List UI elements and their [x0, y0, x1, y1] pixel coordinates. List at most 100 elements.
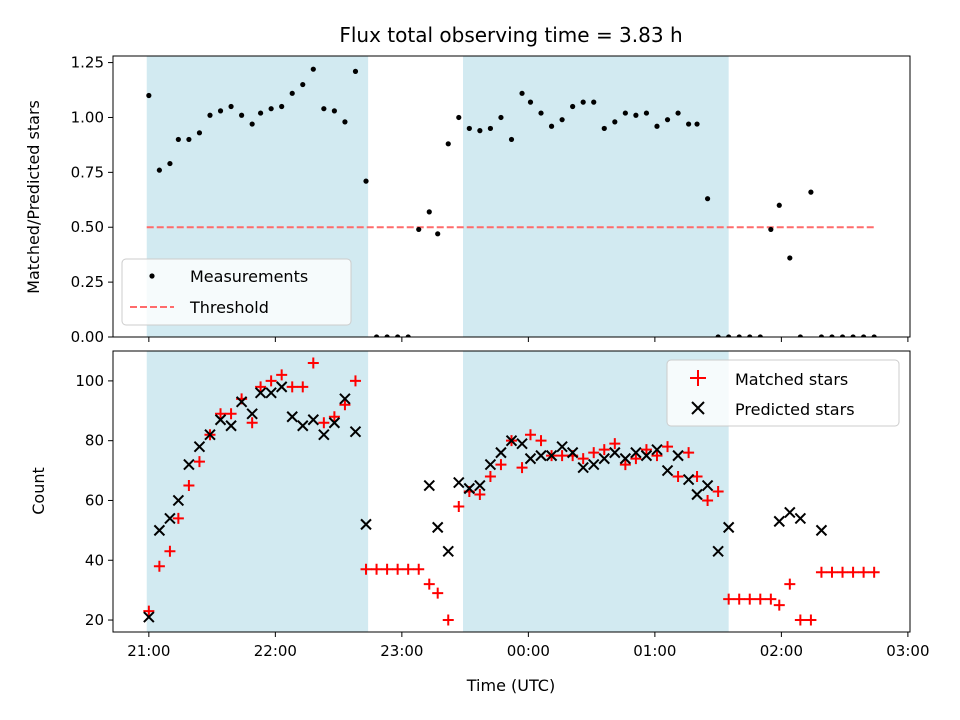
- xtick-label: 03:00: [886, 642, 929, 660]
- predicted-star-point: [431, 521, 444, 534]
- matched-star-point: [619, 459, 631, 471]
- measurement-point: [580, 99, 586, 105]
- measurement-point: [538, 110, 544, 116]
- top-plot-marks: [146, 66, 877, 337]
- bottom-axes-frame: [112, 350, 911, 633]
- matched-star-point: [432, 587, 444, 599]
- matched-star-point: [339, 399, 351, 411]
- legend-predicted-marker: [691, 401, 705, 415]
- predicted-star-point: [164, 512, 176, 525]
- matched-star-point: [307, 357, 319, 369]
- measurement-point: [228, 103, 234, 110]
- measurement-point: [519, 90, 525, 96]
- matched-star-point: [733, 593, 745, 605]
- measurement-point: [747, 334, 753, 337]
- matched-star-point: [349, 375, 361, 387]
- predicted-star-point: [318, 428, 330, 441]
- measurement-point: [268, 106, 274, 112]
- top-legend-box: [121, 258, 352, 326]
- measurement-point: [757, 334, 763, 337]
- measurement-point: [435, 231, 441, 237]
- predicted-star-point: [535, 449, 547, 462]
- matched-star-point: [723, 593, 735, 605]
- predicted-star-point: [172, 494, 185, 507]
- measurement-point: [850, 334, 856, 337]
- xtick-label: 21:00: [127, 642, 170, 660]
- predicted-star-point: [349, 426, 362, 438]
- measurement-point: [704, 196, 711, 202]
- matched-star-point: [744, 593, 756, 605]
- measurement-point: [321, 106, 327, 112]
- predicted-star-point: [524, 452, 537, 465]
- predicted-star-point: [682, 473, 695, 486]
- matched-star-point: [246, 417, 258, 429]
- matched-star-point: [794, 614, 806, 626]
- measurement-point: [776, 202, 782, 208]
- measurement-point: [612, 119, 618, 125]
- predicted-star-point: [545, 449, 558, 462]
- matched-star-point: [691, 471, 703, 483]
- matched-star-point: [225, 408, 237, 420]
- predicted-star-point: [474, 479, 486, 492]
- matched-star-point: [556, 450, 568, 462]
- bottom-ytick-label: 80: [85, 432, 104, 450]
- matched-star-point: [381, 563, 393, 575]
- chart-title: Flux total observing time = 3.83 h: [339, 23, 682, 47]
- matched-star-point: [164, 545, 176, 557]
- bottom-x-axis: 21:00 22:00 23:00 00:00 01:00 02:00 03:00: [127, 632, 930, 660]
- predicted-star-point: [360, 518, 372, 531]
- top-y-axis-label: Matched/Predicted stars: [24, 100, 43, 294]
- top-axes-frame: [112, 55, 911, 338]
- predicted-star-point: [691, 488, 703, 501]
- measurement-point: [633, 112, 639, 118]
- predicted-star-point: [442, 545, 454, 557]
- predicted-star-point: [784, 506, 796, 519]
- predicted-star-point: [577, 461, 589, 474]
- matched-star-point: [826, 566, 838, 578]
- predicted-star-point: [661, 464, 674, 477]
- bottom-legend-box: [666, 359, 900, 427]
- measurement-point: [279, 103, 285, 110]
- matched-star-point: [588, 447, 600, 459]
- predicted-star-point: [773, 515, 785, 528]
- observing-span-1: [146, 351, 369, 632]
- predicted-star-point: [143, 611, 155, 623]
- bottom-y-axis: 20 40 60 80 100: [75, 372, 113, 629]
- measurement-point: [207, 112, 213, 118]
- measurement-point: [643, 110, 650, 116]
- measurement-point: [363, 178, 369, 184]
- predicted-star-point: [556, 440, 568, 453]
- bottom-plot-marks: [143, 357, 880, 626]
- predicted-star-point: [722, 521, 735, 534]
- measurement-point: [829, 334, 835, 337]
- matched-star-point: [524, 429, 536, 441]
- measurement-point: [405, 334, 411, 337]
- xtick-label: 00:00: [507, 642, 550, 660]
- measurement-point: [416, 226, 422, 233]
- measurement-point: [352, 68, 359, 74]
- measurement-point: [715, 334, 721, 337]
- matched-star-point: [773, 599, 785, 611]
- predicted-star-point: [495, 446, 507, 459]
- matched-star-point: [193, 456, 205, 468]
- matched-star-point: [423, 578, 435, 590]
- matched-star-point: [712, 486, 724, 497]
- predicted-star-point: [630, 446, 642, 459]
- matched-star-point: [516, 462, 528, 474]
- matched-star-point: [535, 435, 547, 447]
- matched-star-point: [630, 453, 642, 465]
- measurement-point: [331, 108, 337, 114]
- xtick-label: 02:00: [760, 642, 803, 660]
- measurement-point: [664, 117, 671, 123]
- matched-star-point: [495, 459, 507, 471]
- matched-star-point: [640, 444, 652, 456]
- measurement-point: [426, 209, 432, 215]
- predicted-star-point: [235, 396, 248, 408]
- matched-star-point: [402, 563, 414, 575]
- matched-star-point: [255, 381, 267, 393]
- matched-star-point: [153, 560, 165, 572]
- measurement-point: [167, 160, 173, 167]
- predicted-star-point: [453, 476, 465, 489]
- top-observing-spans: [146, 56, 729, 337]
- bottom-ytick-label: 20: [85, 611, 104, 629]
